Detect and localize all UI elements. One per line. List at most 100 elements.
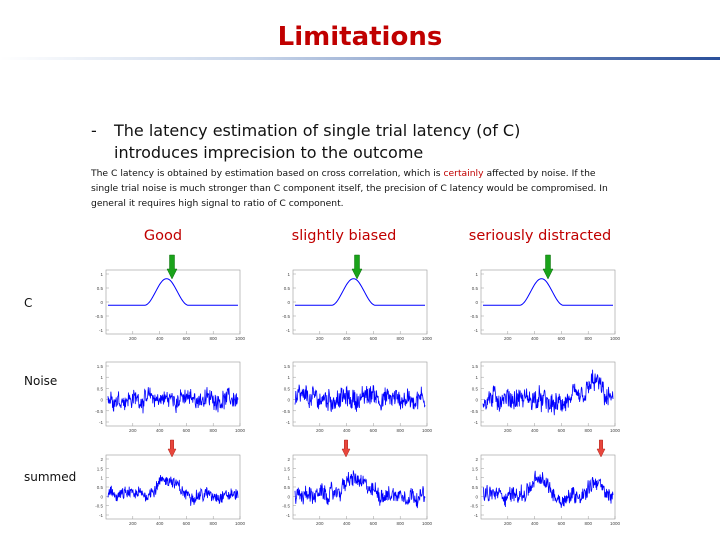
y-tick-label: -1 <box>99 420 103 425</box>
y-tick-label: 0.5 <box>284 485 291 490</box>
plot-summed-1: 2 1.5 1 0.5 0 -0.5 -1 200 400 600 800 1000 <box>282 454 433 526</box>
x-tick-label: 600 <box>558 428 566 433</box>
y-tick-label: 0 <box>287 494 290 499</box>
y-tick-label: 2 <box>287 457 290 462</box>
x-tick-label: 800 <box>584 336 592 341</box>
x-tick-label: 600 <box>183 521 191 526</box>
y-tick-label: 0.5 <box>97 386 104 391</box>
x-tick-label: 200 <box>316 428 324 433</box>
y-tick-label: 0 <box>287 398 290 403</box>
x-tick-label: 1000 <box>610 428 621 433</box>
paragraph-highlight: certainly <box>443 168 484 179</box>
y-tick-label: -1 <box>474 513 478 518</box>
y-tick-label: -0.5 <box>282 314 290 319</box>
y-tick-label: 0.5 <box>472 286 479 291</box>
plot-frame <box>292 269 428 335</box>
x-tick-label: 800 <box>396 428 404 433</box>
plot-frame <box>292 454 428 520</box>
x-tick-label: 200 <box>129 336 137 341</box>
x-tick-label: 200 <box>504 521 512 526</box>
y-tick-label: -0.5 <box>95 409 103 414</box>
signal-line <box>294 384 426 412</box>
slide-title: Limitations <box>277 22 443 52</box>
bullet-dash: - <box>91 121 97 140</box>
explanation-paragraph: The C latency is obtained by estimation … <box>91 166 611 211</box>
x-tick-label: 1000 <box>422 428 433 433</box>
x-tick-label: 1000 <box>610 336 621 341</box>
y-tick-label: -1 <box>286 328 290 333</box>
x-tick-label: 400 <box>343 336 351 341</box>
column-label-slightly-biased: slightly biased <box>291 228 397 244</box>
y-tick-label: 1 <box>475 272 478 277</box>
y-tick-label: 0 <box>100 300 103 305</box>
y-tick-label: 0.5 <box>97 286 104 291</box>
plot-frame <box>105 454 241 520</box>
y-tick-label: 0 <box>287 300 290 305</box>
y-tick-label: 0 <box>100 494 103 499</box>
row-label-noise: Noise <box>24 374 58 388</box>
x-tick-label: 1000 <box>610 521 621 526</box>
x-tick-label: 200 <box>504 428 512 433</box>
plot-frame <box>480 269 616 335</box>
y-tick-label: 1 <box>287 375 290 380</box>
arrow-marker-summed-slightly-biased <box>341 439 351 458</box>
y-tick-label: 0.5 <box>97 485 104 490</box>
x-tick-label: 800 <box>209 336 217 341</box>
y-tick-label: 1.5 <box>284 466 291 471</box>
x-tick-label: 800 <box>584 521 592 526</box>
y-tick-label: 0.5 <box>284 286 291 291</box>
y-tick-label: 0 <box>475 494 478 499</box>
y-tick-label: 1 <box>100 272 103 277</box>
x-tick-label: 600 <box>558 336 566 341</box>
x-tick-label: 200 <box>129 521 137 526</box>
arrow-marker-c-Good <box>166 254 178 280</box>
x-tick-label: 200 <box>129 428 137 433</box>
x-tick-label: 400 <box>156 521 164 526</box>
x-tick-label: 600 <box>370 521 378 526</box>
y-tick-label: -1 <box>286 420 290 425</box>
y-tick-label: 0 <box>475 300 478 305</box>
y-tick-label: 1.5 <box>472 466 479 471</box>
y-tick-label: 1 <box>100 476 103 481</box>
plot-c-2: 1 0.5 0 -0.5 -1 200 400 600 800 1000 <box>470 269 621 341</box>
bullet-text: The latency estimation of single trial l… <box>114 121 521 162</box>
y-tick-label: -1 <box>99 513 103 518</box>
y-tick-label: 2 <box>475 457 478 462</box>
plot-summed-2: 2 1.5 1 0.5 0 -0.5 -1 200 400 600 800 1000 <box>470 454 621 526</box>
y-tick-label: 0.5 <box>472 485 479 490</box>
plot-frame <box>105 361 241 427</box>
signal-line <box>295 278 425 306</box>
x-tick-label: 600 <box>183 428 191 433</box>
arrow-marker-c-seriously-distracted <box>542 254 554 280</box>
x-tick-label: 800 <box>396 336 404 341</box>
x-tick-label: 400 <box>156 336 164 341</box>
y-tick-label: 1 <box>475 476 478 481</box>
y-tick-label: 1.5 <box>472 364 479 369</box>
y-tick-label: -1 <box>474 328 478 333</box>
x-tick-label: 400 <box>531 521 539 526</box>
y-tick-label: -1 <box>99 328 103 333</box>
title-underline <box>0 57 720 60</box>
y-tick-label: 1 <box>287 476 290 481</box>
signal-line <box>107 474 239 506</box>
signal-line <box>107 387 239 414</box>
y-tick-label: 0 <box>100 398 103 403</box>
x-tick-label: 600 <box>183 336 191 341</box>
plot-noise-1: 1.5 1 0.5 0 -0.5 -1 200 400 600 800 1000 <box>282 361 433 433</box>
y-tick-label: -1 <box>286 513 290 518</box>
x-tick-label: 1000 <box>235 428 246 433</box>
x-tick-label: 200 <box>316 521 324 526</box>
y-tick-label: 1 <box>100 375 103 380</box>
y-tick-label: 1 <box>475 375 478 380</box>
y-tick-label: 0.5 <box>472 386 479 391</box>
y-tick-label: 1 <box>287 272 290 277</box>
y-tick-label: 1.5 <box>284 364 291 369</box>
y-tick-label: -0.5 <box>282 409 290 414</box>
x-tick-label: 800 <box>209 428 217 433</box>
x-tick-label: 800 <box>396 521 404 526</box>
y-tick-label: -0.5 <box>95 504 103 509</box>
plot-noise-0: 1.5 1 0.5 0 -0.5 -1 200 400 600 800 1000 <box>95 361 246 433</box>
plot-frame <box>105 269 241 335</box>
y-tick-label: -0.5 <box>470 314 478 319</box>
y-tick-label: -0.5 <box>470 504 478 509</box>
